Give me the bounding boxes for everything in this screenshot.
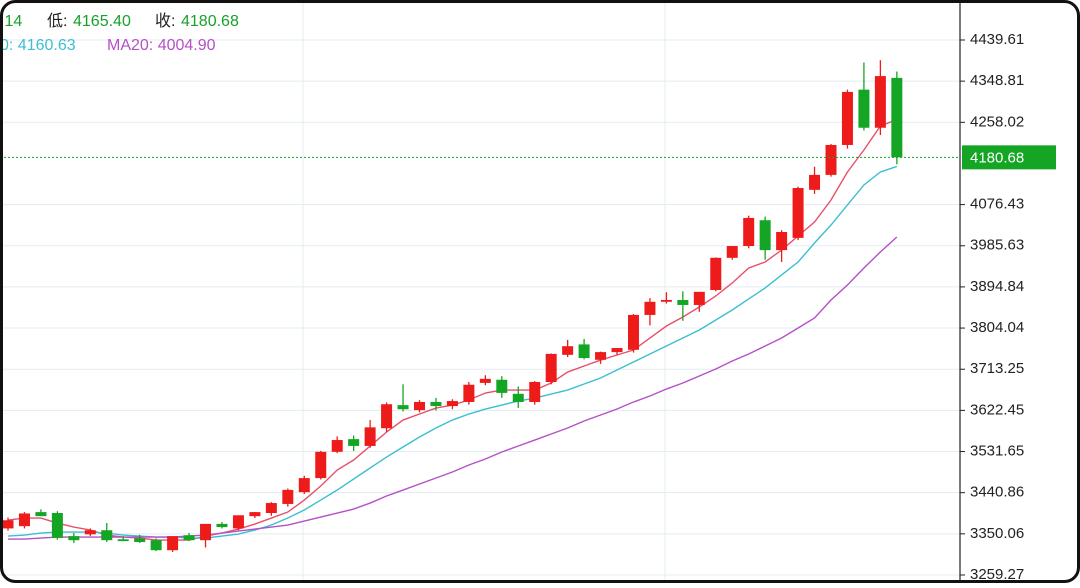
candle-body [792,188,804,238]
candle-body [84,530,96,535]
y-tick-label: 4348.81 [970,72,1024,89]
candle-body [315,451,327,479]
header: .14 低: 4165.40 收: 4180.68 0: 4160.63 MA20: 400… [0,12,239,54]
candle-body [644,301,656,315]
candle-body [265,503,277,514]
y-tick-label: 4439.61 [970,31,1024,48]
plot-area [2,60,959,552]
candle-body [562,346,574,355]
candle-body [430,401,442,407]
candle-body [101,530,113,541]
candle-body [627,314,639,350]
candle-body [183,535,195,541]
candle-body [68,536,80,541]
candle-body [298,478,310,493]
y-tick-label: 4076.43 [970,196,1024,213]
header-item: 收: [155,12,175,30]
candle-body [463,384,475,402]
y-tick-label: 3894.84 [970,278,1024,295]
candle-body [134,538,146,543]
candle-body [710,257,722,291]
candle-body [232,515,244,529]
candle-body [167,536,179,551]
candle-body [545,353,557,383]
candle-body [249,512,261,517]
candle-body [776,231,788,251]
candle-body [282,489,294,504]
candle-body [677,299,689,305]
y-tick-label: 4258.02 [970,113,1024,130]
candle-body [200,523,212,541]
candle-body [381,404,393,429]
header-item: 低: [47,12,67,30]
candle-body [397,405,409,410]
candle-body [348,439,360,446]
ma-line [8,236,898,540]
header-item: 4165.40 [73,13,131,30]
candle-body [578,344,590,358]
candle-body [414,401,425,411]
candle-body [446,401,458,407]
candle-body [529,382,541,402]
header-item: 4180.68 [181,13,239,30]
candle-body [512,393,524,402]
last-price-label: 4180.68 [970,149,1024,166]
candle-body [809,174,821,190]
candle-body [743,217,755,247]
y-tick-label: 3985.63 [970,237,1024,254]
candle-body [858,89,870,128]
candle-body [18,513,30,527]
legend-item: 0: 4160.63 [0,37,76,54]
candle-body [611,348,623,353]
y-tick-label: 3804.04 [970,319,1024,336]
y-axis: 4439.61 4348.81 4258.02 4076.43 3985.63 3894.… [960,31,1056,583]
last-price-tag [962,145,1056,170]
candle-body [660,299,672,302]
candle-body [891,77,903,158]
header-item: .14 [0,13,22,30]
candle-body [841,91,853,145]
candle-body [693,291,705,305]
candle-body [595,352,607,360]
y-tick-label: 3259.27 [970,566,1024,583]
candle-body [496,379,508,393]
candle-body [364,427,376,446]
candle-body [51,513,63,538]
y-tick-label: 3350.06 [970,525,1024,542]
candle-body [35,512,47,517]
candle-body [479,378,491,383]
candle-body [874,76,886,128]
y-tick-label: 3531.65 [970,442,1024,459]
y-tick-label: 3713.25 [970,360,1024,377]
candle-body [216,523,228,528]
candle-body [150,540,162,551]
grid [0,39,960,576]
candle-body [117,539,129,542]
legend-item: MA20: 4004.90 [107,37,216,54]
candle-body [331,440,343,452]
candle-body [759,220,771,251]
y-tick-label: 3622.45 [970,401,1024,418]
candle-body [726,246,738,258]
candle-body [2,520,14,529]
y-tick-label: 3440.86 [970,484,1024,501]
candle-body [825,144,837,175]
